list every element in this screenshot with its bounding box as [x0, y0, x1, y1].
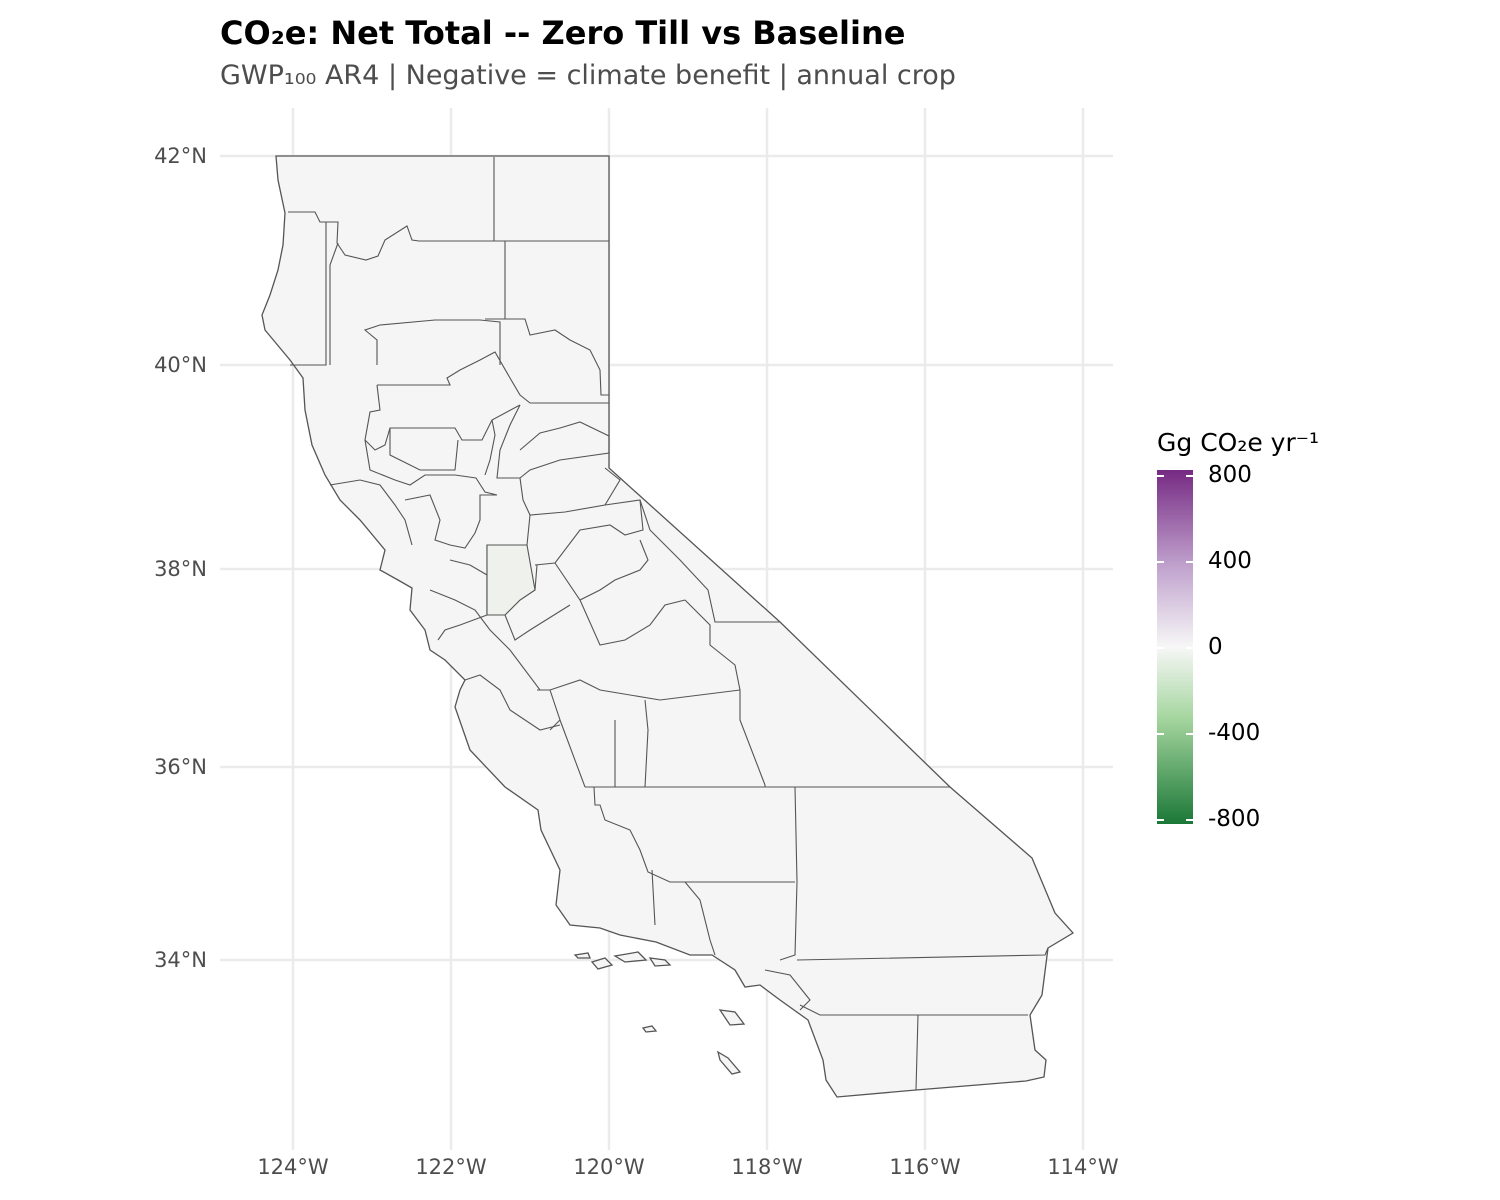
- legend-label: -400: [1208, 720, 1261, 746]
- county-boundaries: [288, 157, 1049, 1091]
- lat-tick: 34°N: [154, 948, 207, 972]
- lon-tick: 122°W: [415, 1155, 487, 1179]
- map-subtitle: GWP₁₀₀ AR4 | Negative = climate benefit …: [220, 60, 956, 91]
- lon-tick: 118°W: [731, 1155, 803, 1179]
- legend-title: Gg CO₂e yr⁻¹: [1157, 428, 1319, 457]
- lat-tick: 42°N: [154, 144, 207, 168]
- lon-tick: 124°W: [257, 1155, 329, 1179]
- channel-islands: [573, 951, 746, 1075]
- legend-label: 0: [1208, 634, 1223, 660]
- legend-label: 400: [1208, 548, 1252, 574]
- lon-tick: 120°W: [573, 1155, 645, 1179]
- lat-tick: 38°N: [154, 557, 207, 581]
- legend-label: -800: [1208, 806, 1261, 832]
- lon-tick: 114°W: [1047, 1155, 1119, 1179]
- lat-tick: 36°N: [154, 755, 207, 779]
- map-title: CO₂e: Net Total -- Zero Till vs Baseline: [220, 14, 906, 52]
- lon-tick: 116°W: [889, 1155, 961, 1179]
- lon-axis: 124°W 122°W 120°W 118°W 116°W 114°W: [257, 1155, 1119, 1179]
- lat-tick: 40°N: [154, 353, 207, 377]
- california-outline: [261, 155, 1075, 1098]
- county-highlight: [486, 544, 536, 616]
- lat-axis: 42°N 40°N 38°N 36°N 34°N: [154, 144, 207, 972]
- legend-label: 800: [1208, 462, 1252, 488]
